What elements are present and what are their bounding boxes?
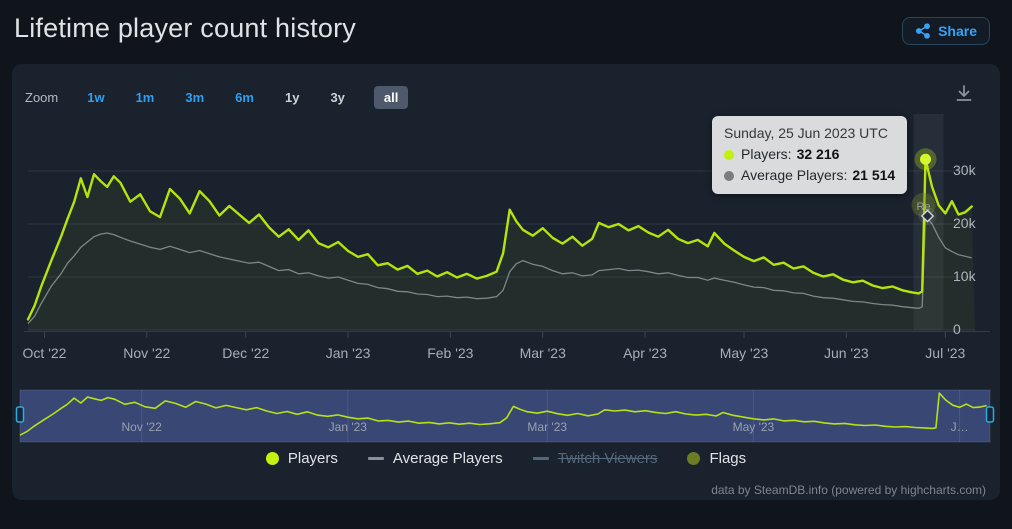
zoom-range-6m[interactable]: 6m (235, 90, 254, 105)
tooltip-row-players: Players: 32 216 (724, 144, 895, 165)
y-axis-label: 20k (953, 215, 976, 231)
tooltip-row-average: Average Players: 21 514 (724, 165, 895, 186)
y-axis-label: 10k (953, 268, 976, 284)
players-hover-marker (920, 153, 932, 165)
x-axis-label: May '23 (719, 345, 769, 361)
average-players-marker-icon (367, 457, 384, 460)
legend-label: Flags (709, 450, 747, 467)
zoom-range-1m[interactable]: 1m (135, 90, 155, 105)
navigator-mask[interactable] (20, 390, 990, 442)
zoom-range-all[interactable]: all (373, 86, 409, 109)
navigator-background (20, 390, 990, 442)
zoom-toolbar: Zoom 1w 1m 3m 6m 1y 3y all (25, 86, 409, 109)
navigator-handle-right[interactable] (985, 406, 995, 423)
flag-halo (911, 193, 936, 217)
navigator-label: Nov '22 (121, 420, 162, 434)
tooltip-average-value: 21 514 (852, 167, 896, 183)
tooltip-date: Sunday, 25 Jun 2023 UTC (724, 125, 888, 141)
x-axis-label: Feb '23 (427, 345, 474, 361)
share-button[interactable]: Share (902, 17, 990, 45)
chart-panel: Zoom 1w 1m 3m 6m 1y 3y all Re 30k 20k 10… (12, 64, 1000, 500)
main-chart[interactable]: Re (12, 64, 1000, 500)
legend-label: Twitch Viewers (557, 450, 658, 467)
x-axis-label: Jul '23 (925, 345, 966, 361)
x-axis-label: Oct '22 (22, 345, 67, 361)
navigator-label: Mar '23 (527, 420, 568, 434)
x-axis-label: Jan '23 (325, 345, 371, 361)
zoom-range-3m[interactable]: 3m (185, 90, 205, 105)
players-marker-icon (265, 452, 279, 465)
chart-export-button[interactable] (950, 80, 978, 111)
tooltip-average-label: Average Players: (741, 167, 848, 183)
x-axis-label: Jun '23 (823, 345, 869, 361)
legend: Players Average Players Twitch Viewers F… (12, 450, 1000, 467)
page-title: Lifetime player count history (14, 13, 356, 43)
players-line (26, 158, 973, 321)
legend-item-flags[interactable]: Flags (687, 450, 746, 467)
navigator-label: J… (950, 420, 969, 434)
zoom-range-1w[interactable]: 1w (87, 90, 105, 105)
zoom-label: Zoom (25, 90, 59, 105)
legend-label: Players (287, 450, 338, 467)
players-area (28, 159, 975, 330)
share-icon (916, 23, 930, 39)
x-axis-label: Dec '22 (222, 345, 270, 361)
chart-tooltip: Sunday, 25 Jun 2023 UTC Players: 32 216 … (712, 116, 908, 194)
x-axis-label: Apr '23 (623, 345, 667, 361)
navigator-series-line (19, 392, 987, 436)
tooltip-players-value: 32 216 (796, 146, 840, 162)
legend-item-players[interactable]: Players (265, 450, 338, 467)
legend-item-twitch-viewers[interactable]: Twitch Viewers (532, 450, 658, 467)
twitch-viewers-marker-icon (532, 457, 549, 460)
y-axis-label: 0 (953, 321, 961, 337)
navigator-label: May '23 (732, 420, 775, 434)
tooltip-players-label: Players: (741, 146, 792, 162)
zoom-range-1y[interactable]: 1y (284, 90, 300, 105)
credits[interactable]: data by SteamDB.info (powered by highcha… (711, 483, 986, 497)
legend-item-average-players[interactable]: Average Players (367, 450, 503, 467)
navigator-handle-left[interactable] (15, 406, 25, 423)
average-players-dot-icon (724, 170, 734, 181)
y-axis-label: 30k (953, 162, 976, 178)
download-icon (956, 85, 972, 101)
average-players-line (27, 214, 972, 325)
players-dot-icon (724, 149, 734, 160)
legend-label: Average Players (392, 450, 503, 467)
x-axis-label: Mar '23 (519, 345, 566, 361)
navigator-label: Jan '23 (328, 420, 367, 434)
x-axis-label: Nov '22 (123, 345, 171, 361)
average-hover-marker (920, 209, 935, 223)
zoom-range-3y[interactable]: 3y (330, 90, 345, 105)
share-button-label: Share (938, 23, 977, 39)
flags-marker-icon (687, 452, 701, 465)
